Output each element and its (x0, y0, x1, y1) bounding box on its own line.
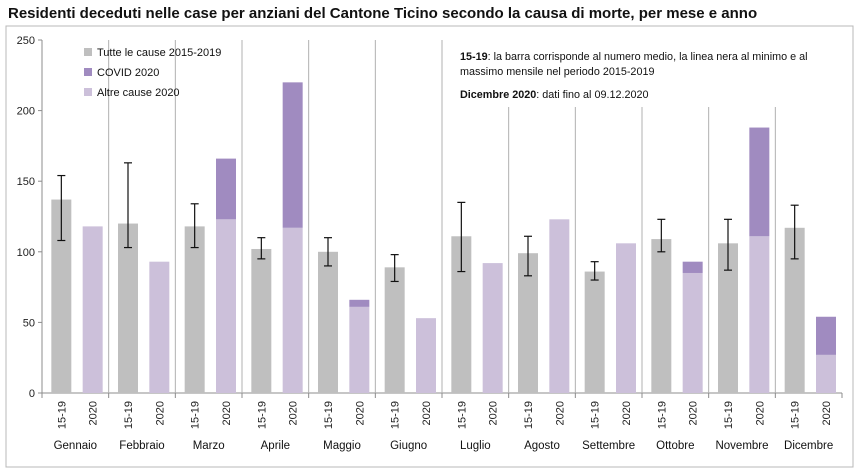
bar-avg-2015-2019 (718, 243, 738, 393)
note-line: Dicembre 2020: dati fino al 09.12.2020 (460, 89, 649, 101)
bar-covid-2020 (349, 299, 370, 307)
bar-other-2020 (282, 227, 303, 393)
x-bar-label: 15-19 (123, 401, 135, 429)
bar-avg-2015-2019 (384, 267, 405, 393)
legend-label: Altre cause 2020 (97, 87, 180, 99)
x-bar-label: 2020 (688, 401, 700, 425)
bar-avg-2015-2019 (784, 227, 805, 393)
x-bar-label: 2020 (288, 401, 300, 425)
legend-swatch (84, 68, 92, 76)
bar-covid-2020 (682, 261, 703, 273)
month-label: Marzo (193, 440, 225, 452)
note-line: 15-19: la barra corrisponde al numero me… (460, 51, 808, 63)
x-bar-label: 2020 (88, 401, 100, 425)
x-bar-label: 2020 (154, 401, 166, 425)
bar-avg-2015-2019 (318, 251, 338, 393)
bar-other-2020 (482, 263, 503, 393)
x-bar-label: 2020 (754, 401, 766, 425)
x-bar-label: 2020 (488, 401, 500, 425)
x-bar-label: 2020 (421, 401, 433, 425)
month-label: Dicembre (784, 440, 833, 452)
chart-title: Residenti deceduti nelle case per anzian… (8, 5, 758, 22)
bar-avg-2015-2019 (184, 226, 205, 393)
month-label: Gennaio (54, 440, 97, 452)
y-tick-label: 200 (17, 106, 35, 118)
bar-other-2020 (416, 318, 436, 393)
bar-covid-2020 (749, 127, 770, 237)
legend-swatch (84, 48, 92, 56)
month-label: Ottobre (656, 440, 694, 452)
y-tick-label: 100 (17, 247, 35, 259)
bar-other-2020 (549, 219, 570, 393)
bar-other-2020 (682, 272, 703, 393)
y-tick-label: 0 (29, 388, 35, 400)
bar-avg-2015-2019 (584, 271, 605, 393)
y-tick-label: 250 (17, 35, 35, 47)
notes-box (446, 40, 840, 107)
y-tick-label: 150 (17, 176, 35, 188)
month-label: Agosto (524, 440, 560, 452)
x-bar-label: 2020 (554, 401, 566, 425)
x-bar-label: 15-19 (523, 401, 535, 429)
y-tick-label: 50 (23, 317, 35, 329)
month-label: Febbraio (119, 440, 164, 452)
month-label: Maggio (323, 440, 361, 452)
plot-frame (5, 25, 854, 468)
x-bar-label: 15-19 (190, 401, 202, 429)
month-label: Luglio (460, 440, 491, 452)
bar-avg-2015-2019 (651, 239, 672, 393)
x-bar-label: 15-19 (656, 401, 668, 429)
note-bold: Dicembre 2020 (460, 89, 536, 101)
bar-other-2020 (816, 354, 836, 393)
bar-covid-2020 (282, 82, 303, 228)
bar-avg-2015-2019 (51, 199, 72, 393)
x-bar-label: 15-19 (790, 401, 802, 429)
bar-avg-2015-2019 (451, 236, 472, 393)
x-bar-label: 15-19 (456, 401, 468, 429)
legend-swatch (84, 88, 92, 96)
bar-other-2020 (149, 261, 170, 393)
x-bar-label: 15-19 (390, 401, 402, 429)
legend-label: COVID 2020 (97, 67, 159, 79)
bar-other-2020 (749, 236, 770, 393)
x-bar-label: 15-19 (590, 401, 602, 429)
month-label: Giugno (390, 440, 427, 452)
x-bar-label: 2020 (621, 401, 633, 425)
x-bar-label: 15-19 (56, 401, 68, 429)
bar-other-2020 (216, 219, 236, 393)
bar-avg-2015-2019 (118, 223, 138, 393)
bar-other-2020 (82, 226, 103, 393)
bar-covid-2020 (816, 316, 836, 355)
bar-covid-2020 (216, 158, 236, 220)
note-text: : dati fino al 09.12.2020 (536, 89, 648, 101)
bar-avg-2015-2019 (518, 253, 538, 393)
x-bar-label: 2020 (221, 401, 233, 425)
month-label: Settembre (582, 440, 635, 452)
x-bar-label: 2020 (821, 401, 833, 425)
legend-label: Tutte le cause 2015-2019 (97, 47, 221, 59)
month-label: Novembre (715, 440, 768, 452)
x-bar-label: 15-19 (256, 401, 268, 429)
bar-avg-2015-2019 (251, 248, 272, 393)
note-text: : la barra corrisponde al numero medio, … (488, 51, 808, 63)
bar-other-2020 (616, 243, 636, 393)
x-bar-label: 15-19 (723, 401, 735, 429)
note-line: massimo mensile nel periodo 2015-2019 (460, 66, 654, 78)
note-bold: 15-19 (460, 51, 488, 63)
month-label: Aprile (261, 440, 290, 452)
x-bar-label: 2020 (354, 401, 366, 425)
x-bar-label: 15-19 (323, 401, 335, 429)
bar-other-2020 (349, 306, 370, 393)
note-text: massimo mensile nel periodo 2015-2019 (460, 66, 654, 78)
